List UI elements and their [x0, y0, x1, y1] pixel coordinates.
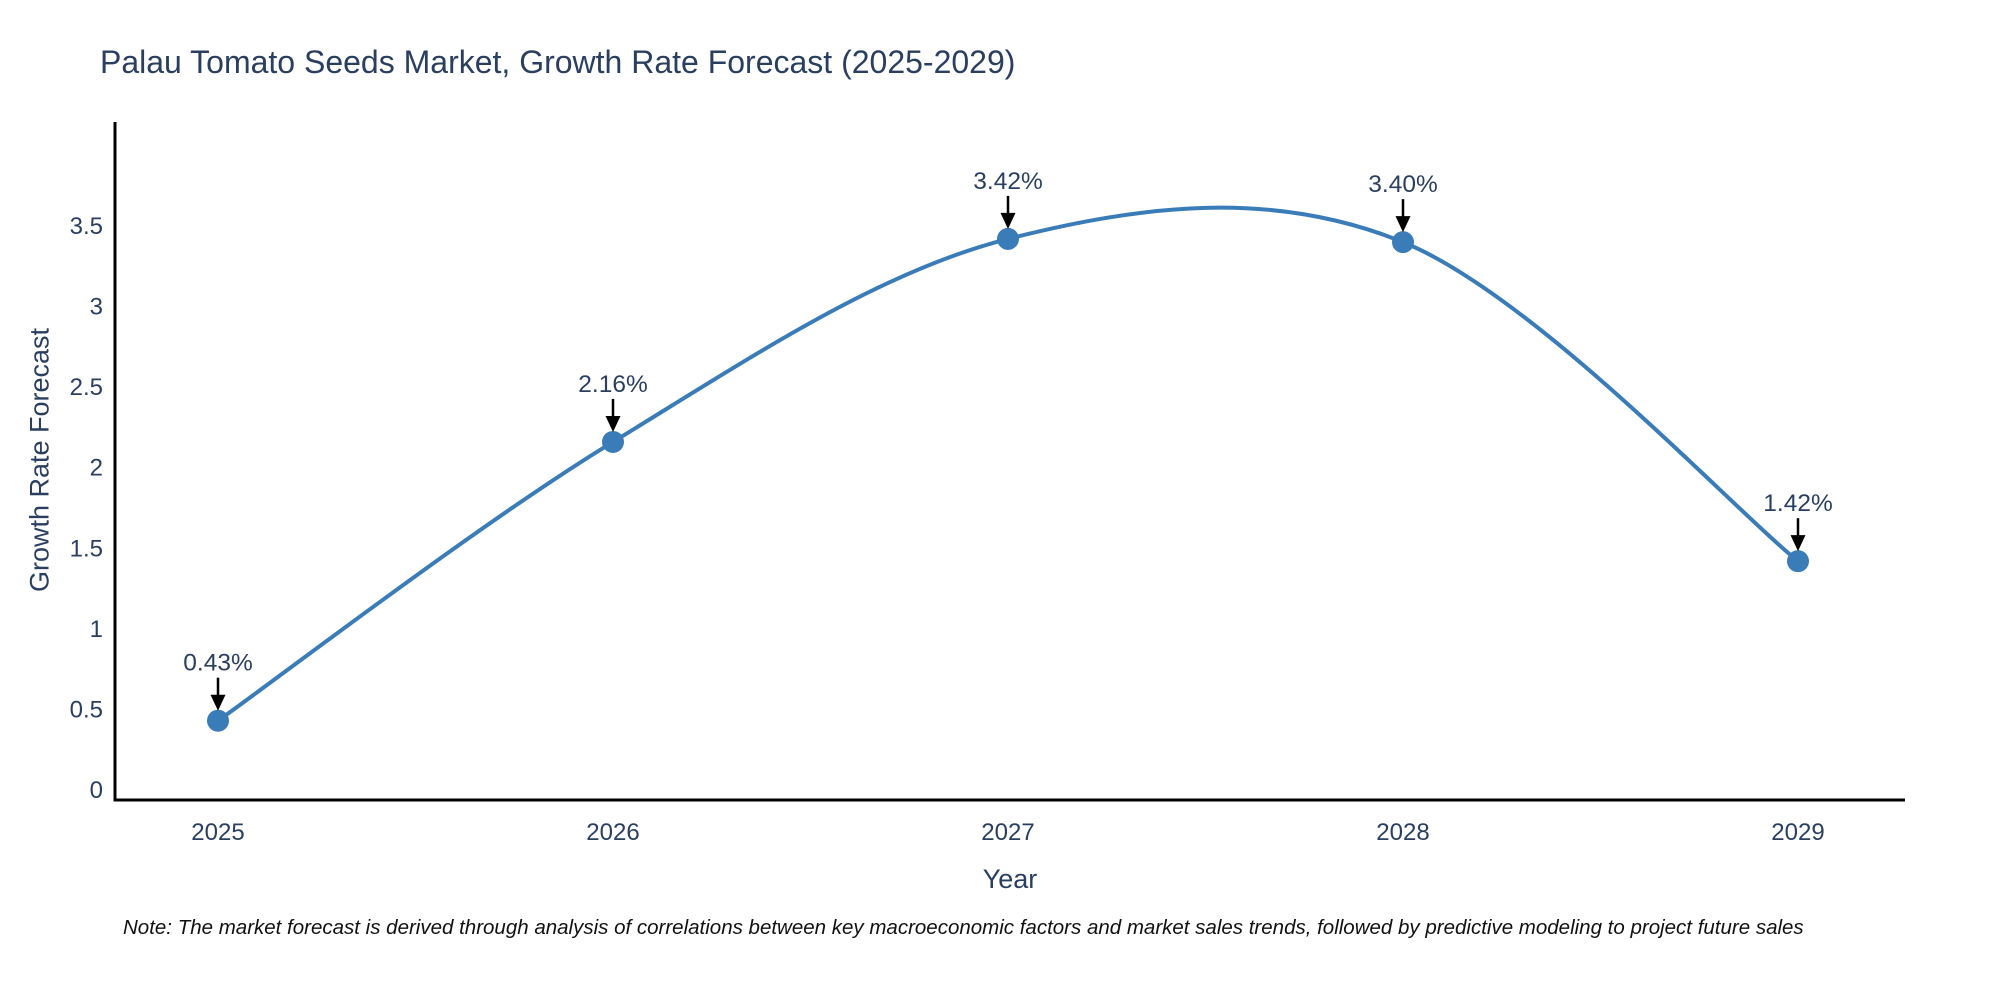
y-tick-label: 3 — [90, 294, 103, 321]
annotation-arrowhead-icon — [1395, 216, 1411, 233]
x-tick-label: 2025 — [191, 819, 244, 846]
trend-line — [216, 205, 1800, 723]
annotation-arrowhead-icon — [1000, 212, 1016, 229]
point-value-label: 3.40% — [1368, 171, 1437, 198]
y-tick-label: 3.5 — [70, 213, 103, 240]
y-tick-label: 1 — [90, 616, 103, 643]
x-tick-label: 2029 — [1771, 819, 1824, 846]
point-value-label: 0.43% — [183, 650, 252, 677]
data-point-marker[interactable] — [207, 709, 229, 732]
point-value-label: 3.42% — [973, 168, 1042, 195]
y-tick-label: 2.5 — [70, 374, 103, 401]
annotation-arrowhead-icon — [605, 415, 621, 432]
y-tick-label: 0 — [90, 777, 103, 804]
y-tick-label: 0.5 — [70, 696, 103, 723]
x-tick-label: 2028 — [1376, 819, 1429, 846]
x-axis-title: Year — [982, 864, 1038, 894]
x-tick-label: 2026 — [586, 819, 639, 846]
chart-title: Palau Tomato Seeds Market, Growth Rate F… — [100, 44, 1016, 80]
data-point-marker[interactable] — [602, 430, 624, 453]
y-tick-label: 1.5 — [70, 535, 103, 562]
point-value-label: 2.16% — [578, 371, 647, 398]
data-point-marker[interactable] — [997, 227, 1019, 250]
annotation-arrowhead-icon — [1790, 535, 1806, 552]
y-tick-label: 2 — [90, 455, 103, 482]
x-tick-label: 2027 — [981, 819, 1034, 846]
footnote: Note: The market forecast is derived thr… — [123, 916, 1804, 939]
annotation-arrowhead-icon — [210, 694, 226, 711]
data-point-marker[interactable] — [1787, 550, 1809, 573]
point-value-label: 1.42% — [1763, 490, 1832, 517]
data-point-marker[interactable] — [1392, 231, 1414, 254]
